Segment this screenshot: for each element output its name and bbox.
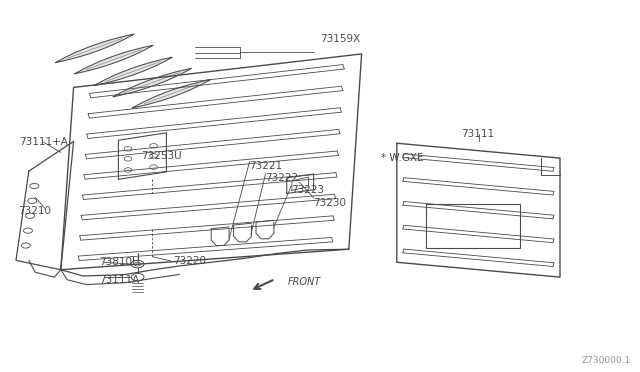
Polygon shape [56,34,134,62]
Bar [426,204,520,248]
Text: * W.GXE: * W.GXE [381,153,423,163]
Text: 73810H: 73810H [99,257,140,267]
Polygon shape [132,80,211,108]
Text: 73230: 73230 [314,198,347,208]
Text: 73223: 73223 [291,186,324,195]
Text: 73111A: 73111A [99,275,140,285]
Text: 73111: 73111 [461,129,494,139]
Polygon shape [75,45,153,74]
Text: 73253U: 73253U [141,151,181,161]
Text: 73111+A: 73111+A [19,137,68,147]
Text: FRONT: FRONT [288,277,321,287]
Text: 73222: 73222 [266,173,299,183]
Text: 73221: 73221 [250,161,283,170]
Text: 73159X: 73159X [320,34,360,44]
Text: Z730000.1: Z730000.1 [581,356,630,365]
Text: 73210: 73210 [18,206,51,216]
Polygon shape [94,57,172,86]
Polygon shape [113,68,191,97]
Text: 73220: 73220 [173,256,206,266]
